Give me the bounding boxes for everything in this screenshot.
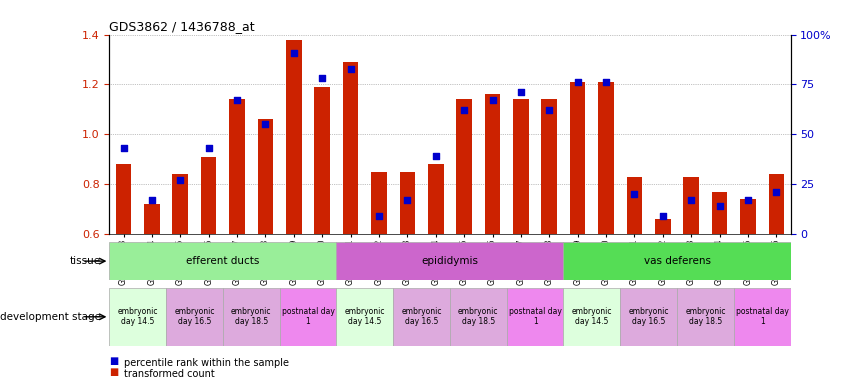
Text: postnatal day
1: postnatal day 1 bbox=[736, 307, 789, 326]
Bar bbox=[109, 288, 166, 346]
Point bbox=[287, 50, 300, 56]
Bar bbox=[428, 164, 443, 234]
Point bbox=[429, 153, 442, 159]
Bar bbox=[336, 288, 393, 346]
Point bbox=[770, 189, 783, 195]
Bar bbox=[371, 172, 387, 234]
Bar bbox=[172, 174, 188, 234]
Text: postnatal day
1: postnatal day 1 bbox=[282, 307, 335, 326]
Bar bbox=[484, 94, 500, 234]
Point bbox=[400, 197, 414, 204]
Text: embryonic
day 16.5: embryonic day 16.5 bbox=[401, 307, 442, 326]
Point bbox=[202, 145, 215, 151]
Text: embryonic
day 14.5: embryonic day 14.5 bbox=[345, 307, 385, 326]
Point bbox=[344, 65, 357, 71]
Point bbox=[685, 197, 698, 204]
Bar bbox=[315, 87, 330, 234]
Bar bbox=[563, 242, 791, 280]
Bar bbox=[109, 242, 336, 280]
Point bbox=[117, 145, 130, 151]
Point bbox=[259, 121, 272, 127]
Bar bbox=[393, 288, 450, 346]
Text: development stage: development stage bbox=[0, 312, 101, 322]
Text: tissue: tissue bbox=[70, 256, 101, 266]
Text: percentile rank within the sample: percentile rank within the sample bbox=[124, 358, 289, 368]
Bar bbox=[542, 99, 557, 234]
Bar bbox=[684, 177, 699, 234]
Bar bbox=[116, 164, 131, 234]
Bar bbox=[166, 288, 223, 346]
Text: ■: ■ bbox=[109, 356, 119, 366]
Point bbox=[571, 79, 584, 86]
Text: postnatal day
1: postnatal day 1 bbox=[509, 307, 562, 326]
Bar bbox=[144, 204, 160, 234]
Bar bbox=[457, 99, 472, 234]
Bar bbox=[257, 119, 273, 234]
Point bbox=[627, 191, 641, 197]
Bar bbox=[336, 242, 563, 280]
Bar bbox=[627, 177, 643, 234]
Bar bbox=[563, 288, 620, 346]
Bar bbox=[733, 288, 791, 346]
Point bbox=[315, 75, 329, 81]
Point bbox=[656, 213, 669, 219]
Text: ■: ■ bbox=[109, 367, 119, 377]
Text: embryonic
day 14.5: embryonic day 14.5 bbox=[572, 307, 612, 326]
Bar bbox=[399, 172, 415, 234]
Point bbox=[373, 213, 386, 219]
Point bbox=[145, 197, 159, 204]
Bar bbox=[343, 62, 358, 234]
Bar bbox=[711, 192, 727, 234]
Text: GDS3862 / 1436788_at: GDS3862 / 1436788_at bbox=[109, 20, 255, 33]
Bar bbox=[201, 157, 216, 234]
Point bbox=[458, 108, 471, 114]
Text: embryonic
day 18.5: embryonic day 18.5 bbox=[458, 307, 499, 326]
Bar bbox=[450, 288, 506, 346]
Bar bbox=[740, 199, 756, 234]
Bar bbox=[279, 288, 336, 346]
Point bbox=[542, 108, 556, 114]
Bar bbox=[598, 82, 614, 234]
Bar bbox=[620, 288, 677, 346]
Bar bbox=[230, 99, 245, 234]
Text: transformed count: transformed count bbox=[124, 369, 215, 379]
Point bbox=[514, 89, 527, 96]
Text: epididymis: epididymis bbox=[421, 256, 479, 266]
Text: embryonic
day 14.5: embryonic day 14.5 bbox=[118, 307, 158, 326]
Bar bbox=[769, 174, 784, 234]
Point bbox=[173, 177, 187, 184]
Text: embryonic
day 18.5: embryonic day 18.5 bbox=[231, 307, 272, 326]
Text: embryonic
day 16.5: embryonic day 16.5 bbox=[628, 307, 669, 326]
Bar bbox=[570, 82, 585, 234]
Bar bbox=[513, 99, 529, 234]
Point bbox=[741, 197, 754, 204]
Text: embryonic
day 18.5: embryonic day 18.5 bbox=[685, 307, 726, 326]
Point bbox=[230, 98, 244, 104]
Point bbox=[713, 203, 727, 209]
Text: embryonic
day 16.5: embryonic day 16.5 bbox=[174, 307, 214, 326]
Bar bbox=[677, 288, 733, 346]
Text: efferent ducts: efferent ducts bbox=[186, 256, 260, 266]
Point bbox=[486, 98, 500, 104]
Bar bbox=[506, 288, 563, 346]
Bar bbox=[223, 288, 279, 346]
Point bbox=[600, 79, 613, 86]
Text: vas deferens: vas deferens bbox=[643, 256, 711, 266]
Bar bbox=[286, 40, 302, 234]
Bar bbox=[655, 219, 670, 234]
